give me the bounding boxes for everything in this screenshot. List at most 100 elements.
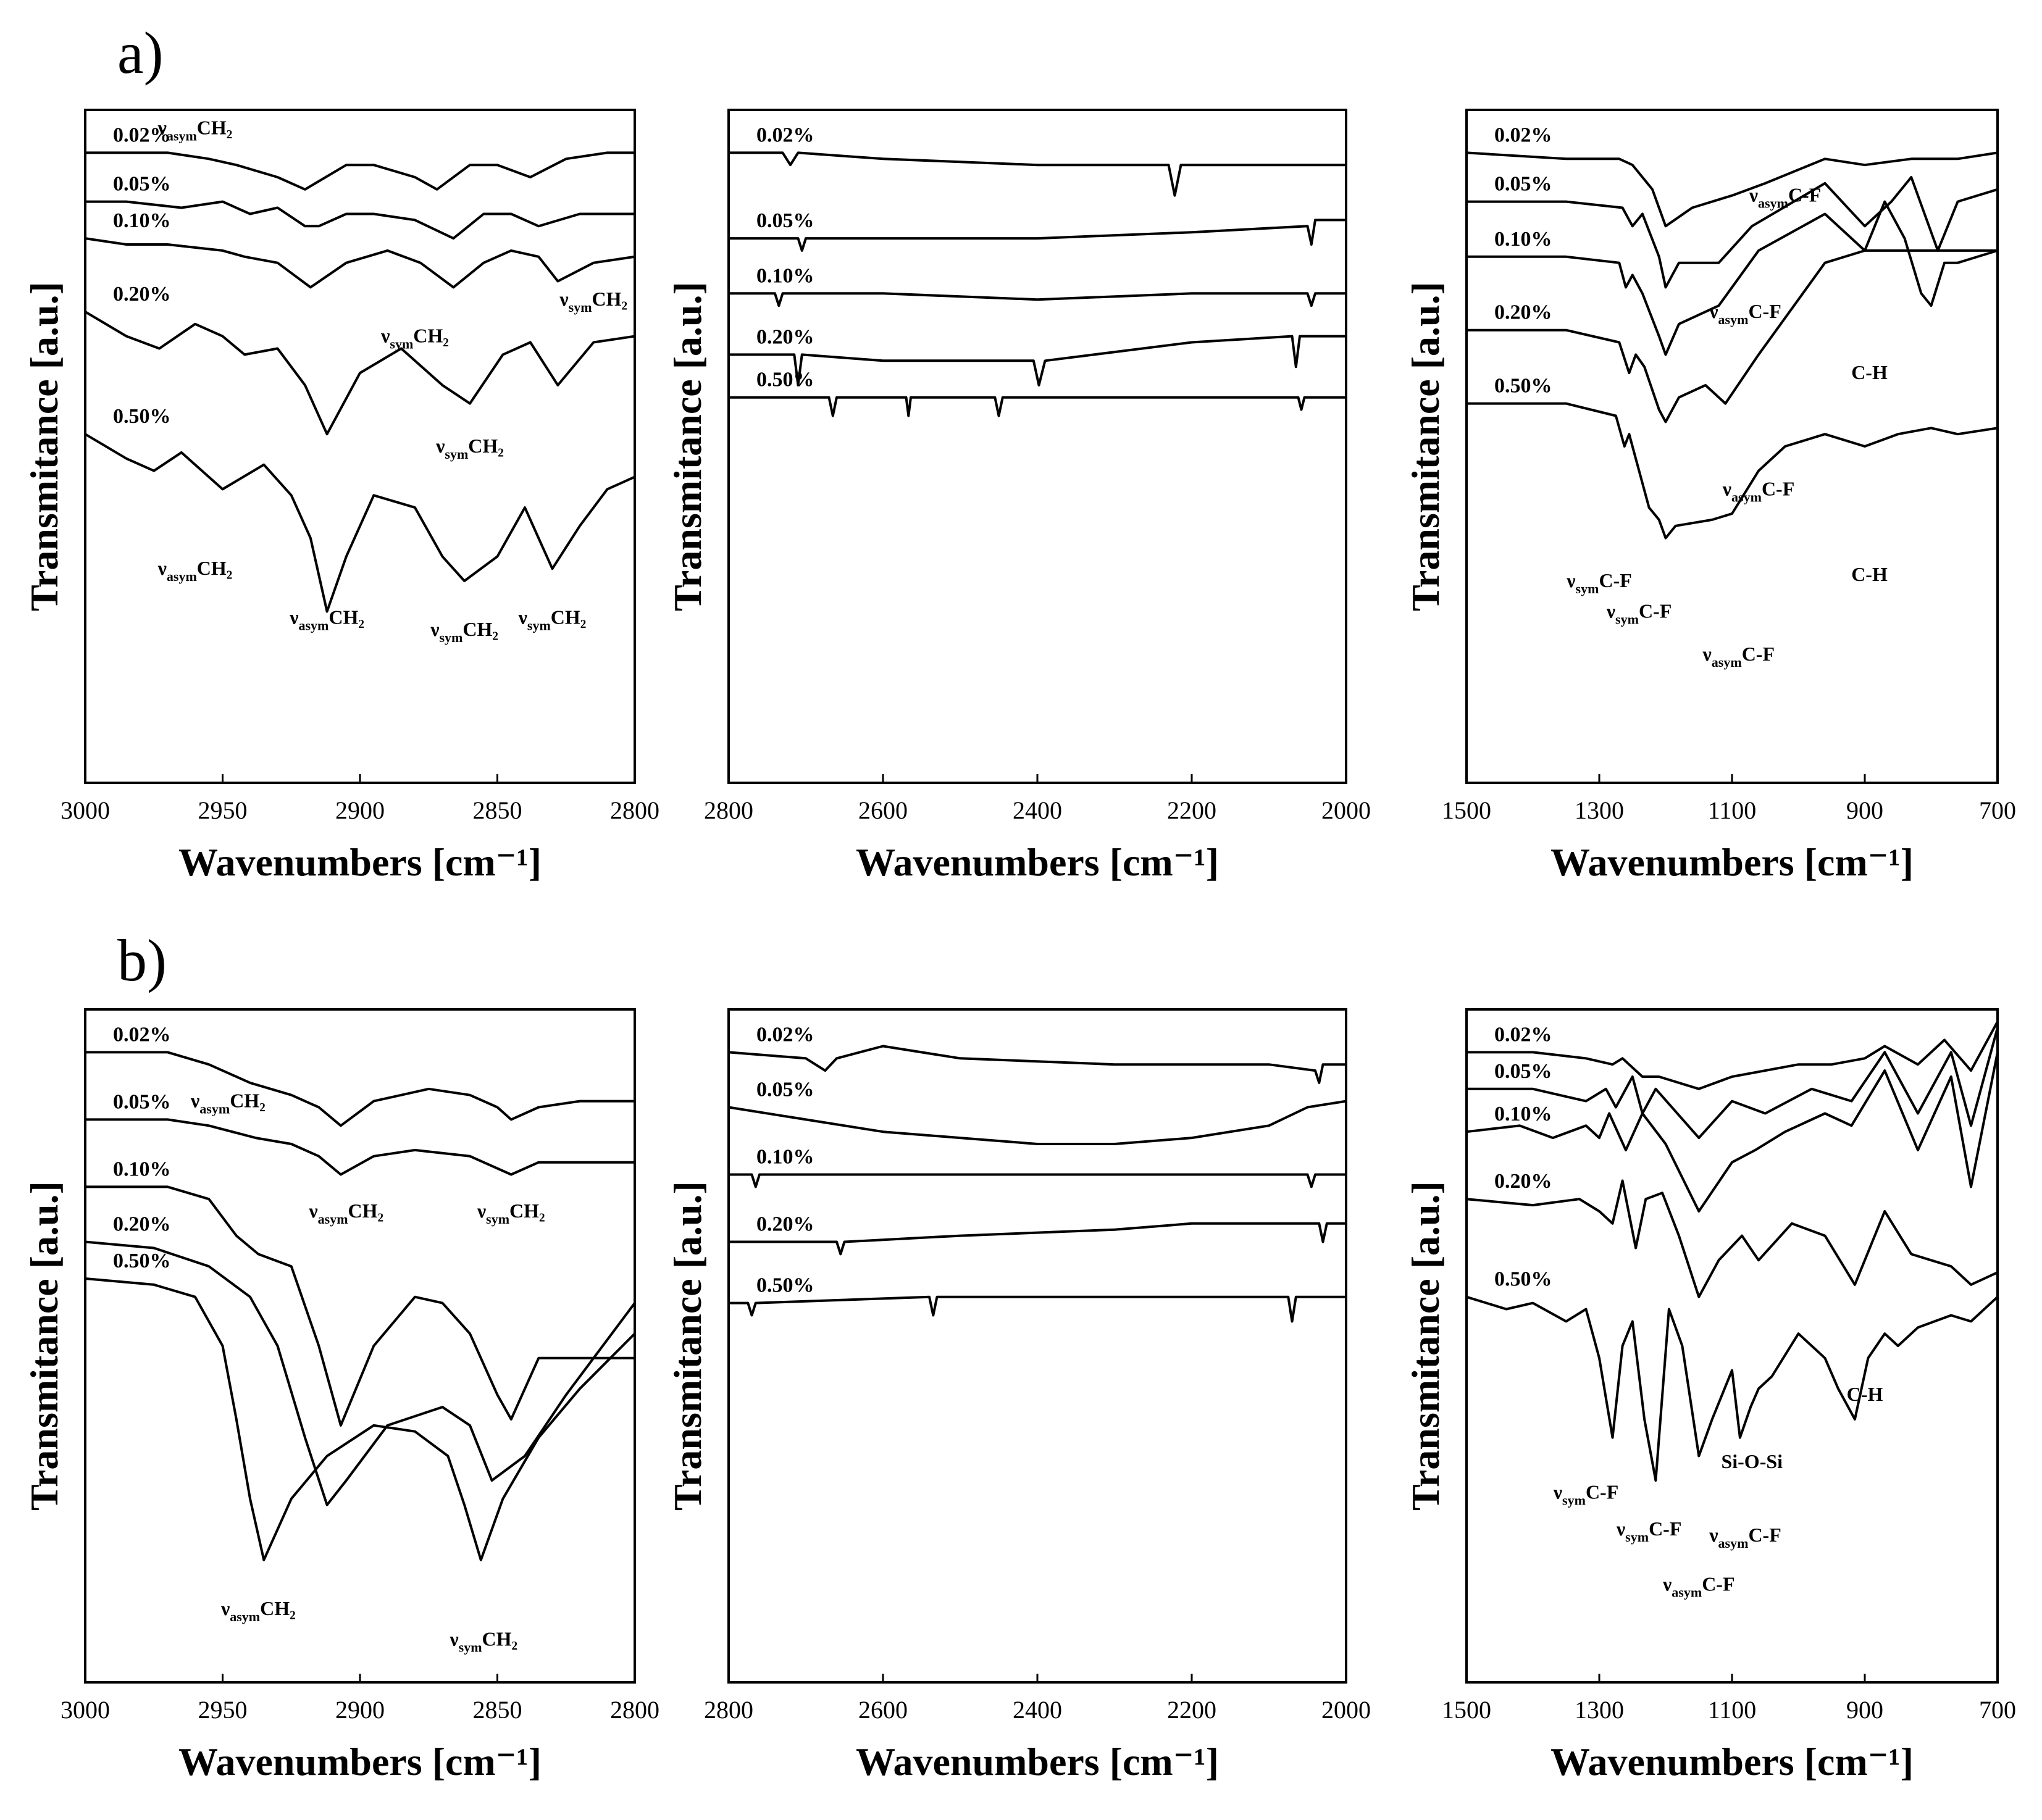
chart-a-3: 1500 1300 1100 900 700 Wavenumbers [cm⁻¹] Tran… <box>1404 109 2016 884</box>
series-label: 0.02% <box>756 1023 814 1046</box>
peak-annotation: νsymCH₂ <box>380 325 449 352</box>
series-line-0.50% <box>85 1277 636 1561</box>
series-label: 0.10% <box>1494 1103 1552 1125</box>
x-tick-label: 3000 <box>61 796 110 824</box>
plot-frame <box>1465 109 1999 784</box>
series-label: 0.20% <box>113 1213 171 1236</box>
series-label: 0.02% <box>1494 1023 1552 1046</box>
chart-a-1: 3000 2950 2900 2850 2800 Wavenumbers [cm⁻¹] Tr… <box>22 109 659 884</box>
x-axis-label: Wavenumbers [cm⁻¹] <box>178 1740 542 1784</box>
x-tick-label: 2800 <box>610 1696 659 1724</box>
peak-annotation: νsymC-F <box>1606 599 1672 627</box>
series-line-0.05% <box>85 200 635 240</box>
x-tick-label: 2200 <box>1167 1696 1216 1724</box>
series-line-0.10% <box>729 292 1346 307</box>
peak-annotation: νasymC-F <box>1749 184 1822 211</box>
series-line-0.05% <box>729 219 1346 252</box>
series-label: 0.50% <box>1494 1268 1552 1291</box>
series-label: 0.05% <box>756 1079 814 1101</box>
series-line-0.50% <box>84 433 635 613</box>
chart-a-2: 2800 2600 2400 2200 2000 Wavenumbers [cm⁻¹] Tr… <box>666 109 1371 884</box>
x-tick-label: 1100 <box>1708 796 1757 824</box>
peak-annotation: νsymCH₂ <box>559 288 627 315</box>
chart-b-2: 2800 2600 2400 2200 2000 Wavenumbers [cm⁻¹] Tr… <box>666 1008 1371 1784</box>
series-label: 0.50% <box>1494 375 1552 398</box>
peak-annotation: νasymCH₂ <box>220 1597 296 1624</box>
x-axis-label: Wavenumbers [cm⁻¹] <box>1550 840 1914 884</box>
series-label: 0.02% <box>113 1023 171 1046</box>
x-tick-label: 1300 <box>1575 1696 1624 1724</box>
x-tick-label: 2800 <box>610 796 659 824</box>
series-line-0.20% <box>84 311 635 436</box>
y-axis-label: Transmitance [a.u.] <box>666 282 709 611</box>
peak-annotation: νasymCH₂ <box>190 1090 266 1117</box>
series-line-0.50% <box>729 396 1346 417</box>
series-line-0.20% <box>85 1240 636 1506</box>
x-tick-label: 2850 <box>473 1696 522 1724</box>
series-line-0.05% <box>728 1100 1347 1145</box>
series-label: 0.20% <box>756 1213 814 1236</box>
x-tick-label: 2400 <box>1013 1696 1062 1724</box>
series-label: 0.02% <box>113 123 171 146</box>
series-line-0.50% <box>729 1295 1346 1323</box>
series-label: 0.02% <box>1494 123 1552 146</box>
x-tick-label: 1100 <box>1708 1696 1757 1724</box>
series-label: 0.20% <box>113 283 171 306</box>
series-line-0.20% <box>729 335 1346 386</box>
series-label: 0.10% <box>756 264 814 287</box>
x-tick-label: 2950 <box>198 796 248 824</box>
x-axis-label: Wavenumbers [cm⁻¹] <box>1550 1740 1914 1784</box>
series-label: 0.05% <box>756 209 814 232</box>
x-tick-label: 2800 <box>704 1696 753 1724</box>
series-label: 0.10% <box>756 1146 814 1169</box>
peak-annotation: νsymCH₂ <box>518 606 587 633</box>
series-label: 0.20% <box>756 325 814 348</box>
x-tick-label: 2950 <box>198 1696 248 1724</box>
x-tick-label: 900 <box>1846 1696 1883 1724</box>
x-axis-label: Wavenumbers [cm⁻¹] <box>856 840 1219 884</box>
series-label: 0.10% <box>113 1158 171 1180</box>
x-tick-label: 1500 <box>1442 796 1491 824</box>
series-line-0.10% <box>729 1173 1346 1188</box>
x-tick-label: 900 <box>1846 796 1883 824</box>
x-tick-label: 700 <box>1979 1696 2016 1724</box>
x-tick-label: 3000 <box>61 1696 110 1724</box>
peak-annotation: νasymC-F <box>1722 477 1795 504</box>
x-tick-label: 2900 <box>335 796 385 824</box>
series-label: 0.50% <box>113 405 171 428</box>
panel-label-a: a) <box>117 20 164 86</box>
series-label: 0.05% <box>1494 1060 1552 1083</box>
x-tick-label: 2850 <box>473 796 522 824</box>
peak-annotation: νasymCH₂ <box>157 117 233 144</box>
series-label: 0.10% <box>113 209 171 232</box>
series-label: 0.10% <box>1494 228 1552 251</box>
series-label: 0.05% <box>113 1090 171 1113</box>
y-axis-label: Transmitance [a.u.] <box>22 1181 66 1511</box>
series-line-0.02% <box>1467 1021 1999 1090</box>
y-axis-label: Transmitance [a.u.] <box>666 1181 709 1511</box>
x-tick-label: 2900 <box>335 1696 385 1724</box>
x-tick-label: 1500 <box>1442 1696 1491 1724</box>
series-line-0.10% <box>85 237 635 289</box>
peak-annotation: νsymC-F <box>1616 1517 1682 1545</box>
x-tick-label: 2200 <box>1167 796 1216 824</box>
series-line-0.02% <box>728 1045 1346 1084</box>
series-line-0.10% <box>1466 1052 1999 1213</box>
peak-annotation: νasymC-F <box>1709 1524 1781 1551</box>
plot-frame <box>727 109 1347 784</box>
series-line-0.02% <box>1466 151 1998 228</box>
series-line-0.20% <box>1466 1179 1998 1298</box>
peak-annotation: νsymC-F <box>1553 1481 1619 1508</box>
x-tick-label: 2600 <box>858 1696 908 1724</box>
series-line-0.02% <box>729 151 1346 197</box>
peak-annotation: C-H <box>1847 1383 1883 1405</box>
chart-b-3: 1500 1300 1100 900 700 Wavenumbers [cm⁻¹] Tran… <box>1404 1008 2016 1784</box>
x-tick-label: 2400 <box>1013 796 1062 824</box>
peak-annotation: νasymC-F <box>1709 300 1781 327</box>
series-line-0.05% <box>1467 1027 1999 1140</box>
peak-annotation: νsymCH₂ <box>430 618 498 645</box>
x-tick-label: 1300 <box>1575 796 1624 824</box>
peak-annotation: νasymC-F <box>1662 1572 1735 1600</box>
chart-b-1: 3000 2950 2900 2850 2800 Wavenumbers [cm⁻¹] Tr… <box>22 1008 659 1784</box>
series-label: 0.20% <box>1494 301 1552 324</box>
